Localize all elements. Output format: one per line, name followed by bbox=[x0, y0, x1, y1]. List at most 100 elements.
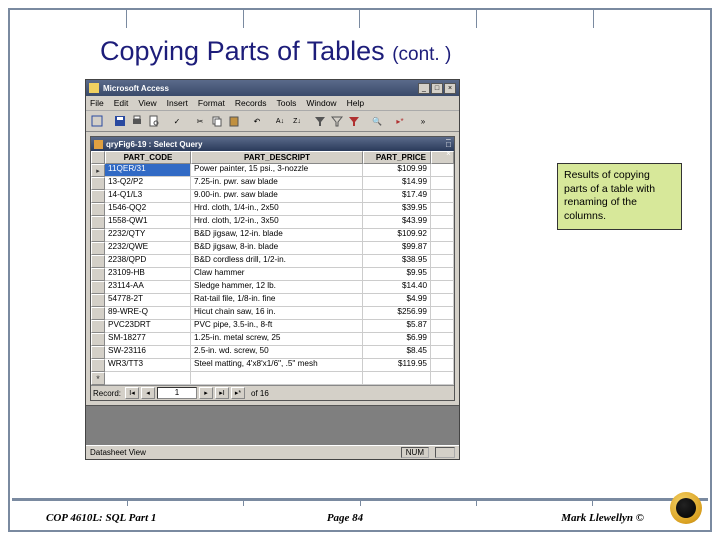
cell-desc[interactable]: Hrd. cloth, 1/2-in., 3x50 bbox=[191, 216, 363, 229]
more-icon[interactable]: » bbox=[415, 113, 431, 129]
table-row[interactable]: 1546-QQ2Hrd. cloth, 1/4-in., 2x50$39.95 bbox=[91, 203, 454, 216]
cell-desc[interactable]: 1.25-in. metal screw, 25 bbox=[191, 333, 363, 346]
table-row[interactable]: 13-Q2/P27.25-in. pwr. saw blade$14.99 bbox=[91, 177, 454, 190]
menu-edit[interactable]: Edit bbox=[114, 98, 129, 108]
nav-prev-button[interactable]: ◂ bbox=[141, 387, 155, 399]
cell-code[interactable]: 23114-AA bbox=[105, 281, 191, 294]
minimize-button[interactable]: _ bbox=[418, 83, 430, 94]
cell-code[interactable]: PVC23DRT bbox=[105, 320, 191, 333]
cell-desc[interactable]: Rat-tail file, 1/8-in. fine bbox=[191, 294, 363, 307]
apply-filter-icon[interactable] bbox=[346, 113, 362, 129]
cell-desc[interactable]: Claw hammer bbox=[191, 268, 363, 281]
query-titlebar[interactable]: qryFig6-19 : Select Query _ □ × bbox=[91, 137, 454, 151]
cell-price[interactable]: $4.99 bbox=[363, 294, 431, 307]
cell-price[interactable]: $8.45 bbox=[363, 346, 431, 359]
menu-insert[interactable]: Insert bbox=[167, 98, 188, 108]
menu-view[interactable]: View bbox=[138, 98, 156, 108]
spell-icon[interactable]: ✓ bbox=[169, 113, 185, 129]
row-selector[interactable] bbox=[91, 294, 105, 307]
row-selector[interactable] bbox=[91, 255, 105, 268]
nav-new-button[interactable]: ▸* bbox=[231, 387, 245, 399]
cell-code[interactable]: 1546-QQ2 bbox=[105, 203, 191, 216]
new-record-icon[interactable]: ▸* bbox=[392, 113, 408, 129]
table-row[interactable]: 54778-2TRat-tail file, 1/8-in. fine$4.99 bbox=[91, 294, 454, 307]
row-selector[interactable] bbox=[91, 333, 105, 346]
table-row[interactable]: 89-WRE-QHicut chain saw, 16 in.$256.99 bbox=[91, 307, 454, 320]
cell-price[interactable]: $109.99 bbox=[363, 164, 431, 177]
menu-records[interactable]: Records bbox=[235, 98, 267, 108]
row-selector-header[interactable] bbox=[91, 151, 105, 164]
menu-file[interactable]: File bbox=[90, 98, 104, 108]
table-row[interactable]: 11QER/31Power painter, 15 psi., 3-nozzle… bbox=[91, 164, 454, 177]
table-row[interactable]: WR3/TT3Steel matting, 4'x8'x1/6", .5" me… bbox=[91, 359, 454, 372]
col-part-code[interactable]: PART_CODE bbox=[105, 151, 191, 164]
row-selector[interactable] bbox=[91, 307, 105, 320]
cell-code[interactable]: 23109-HB bbox=[105, 268, 191, 281]
row-selector[interactable] bbox=[91, 190, 105, 203]
new-record-row[interactable] bbox=[91, 372, 454, 385]
cell-code[interactable]: SW-23116 bbox=[105, 346, 191, 359]
cell-desc[interactable]: Hrd. cloth, 1/4-in., 2x50 bbox=[191, 203, 363, 216]
cell-desc[interactable]: PVC pipe, 3.5-in., 8-ft bbox=[191, 320, 363, 333]
copy-icon[interactable] bbox=[209, 113, 225, 129]
cell-code[interactable]: 2232/QWE bbox=[105, 242, 191, 255]
cell-price[interactable]: $5.87 bbox=[363, 320, 431, 333]
cell-code[interactable]: 2238/QPD bbox=[105, 255, 191, 268]
cell-desc[interactable]: B&D cordless drill, 1/2-in. bbox=[191, 255, 363, 268]
cell-code[interactable]: 14-Q1/L3 bbox=[105, 190, 191, 203]
nav-first-button[interactable]: I◂ bbox=[125, 387, 139, 399]
sort-desc-icon[interactable]: Z↓ bbox=[289, 113, 305, 129]
row-selector[interactable] bbox=[91, 320, 105, 333]
row-selector[interactable] bbox=[91, 177, 105, 190]
record-number-field[interactable]: 1 bbox=[157, 387, 197, 399]
close-button[interactable]: × bbox=[444, 83, 456, 94]
filter-sel-icon[interactable] bbox=[312, 113, 328, 129]
cell-desc[interactable]: Hicut chain saw, 16 in. bbox=[191, 307, 363, 320]
cell-price[interactable]: $9.95 bbox=[363, 268, 431, 281]
row-selector[interactable] bbox=[91, 359, 105, 372]
cut-icon[interactable]: ✂ bbox=[192, 113, 208, 129]
query-max-button[interactable]: □ bbox=[446, 140, 451, 149]
cell-code[interactable]: 2232/QTY bbox=[105, 229, 191, 242]
cell-desc[interactable]: Sledge hammer, 12 lb. bbox=[191, 281, 363, 294]
cell-price[interactable]: $99.87 bbox=[363, 242, 431, 255]
cell-price[interactable]: $39.95 bbox=[363, 203, 431, 216]
cell-code[interactable] bbox=[105, 372, 191, 385]
cell-desc[interactable]: Steel matting, 4'x8'x1/6", .5" mesh bbox=[191, 359, 363, 372]
print-icon[interactable] bbox=[129, 113, 145, 129]
cell-code[interactable]: 89-WRE-Q bbox=[105, 307, 191, 320]
menu-window[interactable]: Window bbox=[306, 98, 336, 108]
cell-price[interactable]: $43.99 bbox=[363, 216, 431, 229]
menu-format[interactable]: Format bbox=[198, 98, 225, 108]
row-selector[interactable] bbox=[91, 216, 105, 229]
cell-desc[interactable]: 7.25-in. pwr. saw blade bbox=[191, 177, 363, 190]
row-selector[interactable] bbox=[91, 346, 105, 359]
table-row[interactable]: 2232/QWEB&D jigsaw, 8-in. blade$99.87 bbox=[91, 242, 454, 255]
row-selector[interactable] bbox=[91, 164, 105, 177]
cell-desc[interactable]: Power painter, 15 psi., 3-nozzle bbox=[191, 164, 363, 177]
paste-icon[interactable] bbox=[226, 113, 242, 129]
cell-desc[interactable]: B&D jigsaw, 12-in. blade bbox=[191, 229, 363, 242]
cell-code[interactable]: 11QER/31 bbox=[105, 164, 191, 177]
row-selector[interactable] bbox=[91, 242, 105, 255]
cell-code[interactable]: 13-Q2/P2 bbox=[105, 177, 191, 190]
undo-icon[interactable]: ↶ bbox=[249, 113, 265, 129]
cell-code[interactable]: 1558-QW1 bbox=[105, 216, 191, 229]
sort-asc-icon[interactable]: A↓ bbox=[272, 113, 288, 129]
cell-price[interactable]: $14.40 bbox=[363, 281, 431, 294]
nav-next-button[interactable]: ▸ bbox=[199, 387, 213, 399]
table-row[interactable]: 2232/QTYB&D jigsaw, 12-in. blade$109.92 bbox=[91, 229, 454, 242]
view-icon[interactable] bbox=[89, 113, 105, 129]
table-row[interactable]: 23114-AASledge hammer, 12 lb.$14.40 bbox=[91, 281, 454, 294]
filter-form-icon[interactable] bbox=[329, 113, 345, 129]
cell-price[interactable]: $14.99 bbox=[363, 177, 431, 190]
menu-tools[interactable]: Tools bbox=[276, 98, 296, 108]
maximize-button[interactable]: □ bbox=[431, 83, 443, 94]
cell-price[interactable]: $109.92 bbox=[363, 229, 431, 242]
row-selector[interactable] bbox=[91, 281, 105, 294]
menu-help[interactable]: Help bbox=[347, 98, 364, 108]
cell-price[interactable] bbox=[363, 372, 431, 385]
table-row[interactable]: 14-Q1/L39.00-in. pwr. saw blade$17.49 bbox=[91, 190, 454, 203]
cell-price[interactable]: $17.49 bbox=[363, 190, 431, 203]
cell-code[interactable]: 54778-2T bbox=[105, 294, 191, 307]
